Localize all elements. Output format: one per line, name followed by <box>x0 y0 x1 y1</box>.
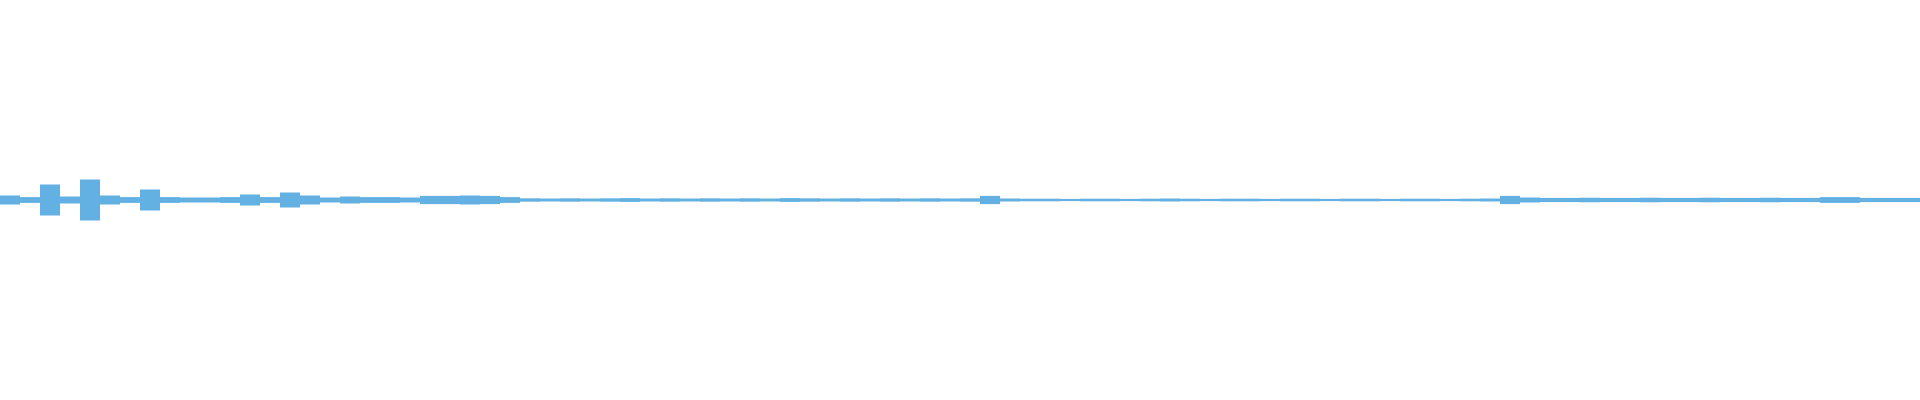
waveform-segment <box>1680 197 1700 203</box>
waveform-segment <box>1500 195 1520 205</box>
waveform-segment <box>1580 197 1600 203</box>
waveform-segment <box>900 198 920 202</box>
waveform-segment <box>820 198 840 202</box>
waveform-segment <box>1300 198 1320 202</box>
waveform-segment <box>640 198 660 202</box>
waveform-segment <box>1820 197 1840 203</box>
waveform-segment <box>360 197 380 203</box>
waveform-segment <box>60 196 80 204</box>
waveform-segment <box>320 197 340 203</box>
waveform-segment <box>480 195 500 205</box>
waveform-segment <box>1320 198 1340 202</box>
waveform-segment <box>80 179 100 221</box>
waveform-segment <box>1180 198 1200 202</box>
waveform-segment <box>1860 197 1880 203</box>
waveform-segment <box>1400 198 1420 202</box>
waveform-segment <box>660 198 680 202</box>
waveform-segment <box>1260 198 1280 202</box>
waveform-segment <box>240 194 260 206</box>
waveform-segment <box>860 198 880 202</box>
waveform-segment <box>500 197 520 203</box>
waveform-segment <box>180 197 200 203</box>
waveform-segment <box>1660 197 1680 203</box>
waveform-segment <box>300 195 320 205</box>
waveform-segment <box>1340 198 1360 202</box>
waveform-segment <box>740 198 760 202</box>
waveform-segment <box>1760 197 1780 203</box>
waveform-segment <box>1240 198 1260 202</box>
waveform-segment <box>760 198 780 202</box>
waveform-segment <box>440 195 460 205</box>
waveform-segment <box>800 198 820 202</box>
waveform-segment <box>260 197 280 203</box>
waveform-segment <box>600 198 620 202</box>
waveform-segment <box>1380 198 1400 202</box>
waveform-segment <box>1000 198 1020 202</box>
waveform-segment <box>40 184 60 216</box>
waveform-segment <box>220 197 240 203</box>
waveform-segment <box>1800 197 1820 203</box>
waveform-segment <box>520 198 540 202</box>
waveform-segment <box>1900 197 1920 203</box>
waveform-segment <box>1160 198 1180 202</box>
waveform-segment <box>140 189 160 211</box>
waveform-segment <box>1360 198 1380 202</box>
waveform-segment <box>1840 197 1860 203</box>
waveform-segment <box>980 195 1000 205</box>
waveform-segment <box>940 198 960 202</box>
waveform-segment <box>1720 197 1740 203</box>
waveform-segment <box>960 198 980 202</box>
waveform-segment <box>840 198 860 202</box>
waveform-segment <box>460 195 480 205</box>
waveform-segment <box>1620 197 1640 203</box>
waveform-segment <box>340 196 360 204</box>
waveform-segment <box>1100 198 1120 202</box>
waveform-segment <box>1020 198 1040 202</box>
waveform-segment <box>540 198 560 202</box>
waveform-segment <box>1080 198 1100 202</box>
waveform-segment <box>1200 198 1220 202</box>
waveform-segment <box>380 197 400 203</box>
waveform-segment <box>1640 197 1660 203</box>
waveform-segment <box>0 195 20 205</box>
waveform-segment <box>1460 198 1480 202</box>
waveform-segment <box>20 197 40 203</box>
waveform-segment <box>420 195 440 205</box>
waveform-segment <box>100 195 120 205</box>
waveform-segment <box>160 197 180 203</box>
waveform-segment <box>1420 198 1440 202</box>
waveform-segment <box>920 198 940 202</box>
waveform-segment <box>280 192 300 208</box>
waveform-segment <box>1280 198 1300 202</box>
waveform-segment <box>1880 197 1900 203</box>
waveform-segment <box>680 198 700 202</box>
waveform-segment <box>1560 197 1580 203</box>
waveform-segment <box>1120 198 1140 202</box>
waveform-segment <box>580 198 600 202</box>
waveform-segment <box>1440 198 1460 202</box>
waveform-segment <box>200 197 220 203</box>
waveform-segment <box>1700 197 1720 203</box>
waveform-segment <box>1060 198 1080 202</box>
waveform-segment <box>720 198 740 202</box>
waveform-segment <box>1780 197 1800 203</box>
waveform-segment <box>700 198 720 202</box>
waveform-segment <box>400 197 420 203</box>
waveform-segment <box>1520 197 1540 203</box>
waveform-segment <box>880 198 900 202</box>
waveform-segment <box>1040 198 1060 202</box>
waveform-segment <box>1600 197 1620 203</box>
waveform-segment <box>620 198 640 202</box>
waveform-segment <box>1540 197 1560 203</box>
waveform-segment <box>1740 197 1760 203</box>
waveform-segment <box>1220 198 1240 202</box>
waveform-segment <box>560 198 580 202</box>
waveform-segment <box>120 197 140 203</box>
waveform-segment <box>780 198 800 202</box>
waveform-segment <box>1140 198 1160 202</box>
waveform-segment <box>1480 198 1500 202</box>
